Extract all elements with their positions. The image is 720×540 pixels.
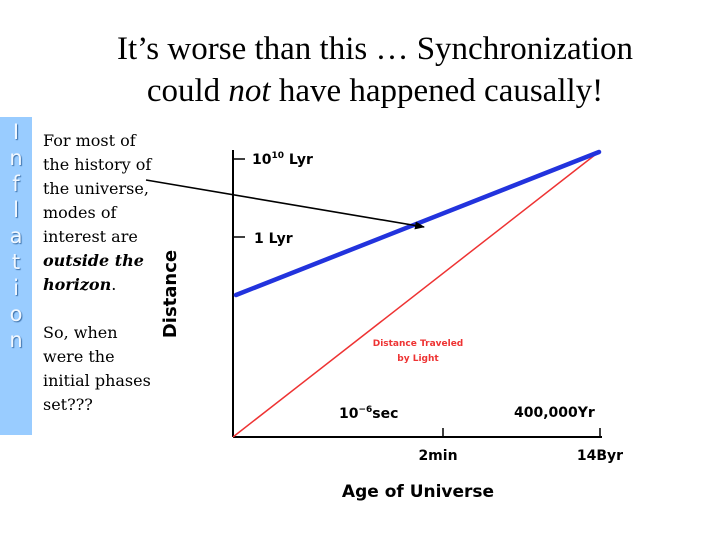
sidebar-letter: i <box>13 276 19 300</box>
paragraph-line: So, when <box>43 323 118 342</box>
title-text-a: could <box>146 73 229 109</box>
time-annotation-early: 10−6sec <box>339 405 398 422</box>
x-axis-label: Age of Universe <box>342 482 494 502</box>
y-axis-label: Distance <box>160 250 181 338</box>
paragraph-period: . <box>111 275 117 294</box>
sidebar-letter: a <box>9 224 23 248</box>
y-tick-label-top: 1010 Lyr <box>252 151 313 168</box>
light-curve-label-1: Distance Traveled <box>373 339 464 349</box>
sidebar-letter: f <box>12 172 20 196</box>
light-curve-label-2: by Light <box>397 354 439 364</box>
emphasis-word: horizon <box>43 275 112 294</box>
sidebar-letter: n <box>9 328 23 352</box>
paragraph-line: initial phases <box>43 371 151 390</box>
time-annotation-recombination: 400,000Yr <box>514 405 595 421</box>
paragraph-line: were the <box>43 347 115 366</box>
sidebar-letter: n <box>9 146 23 170</box>
title-line-1: It’s worse than this … Synchronization <box>116 31 633 67</box>
title-emphasis: not <box>228 73 271 109</box>
slide-title: It’s worse than this … Synchronization c… <box>40 28 710 112</box>
title-text-b: have happened causally! <box>270 73 604 109</box>
x-tick-label-2min: 2min <box>418 448 457 464</box>
paragraph-line: modes of <box>43 203 117 222</box>
inflation-sidebar: I n f l a t i o n <box>0 117 32 435</box>
title-line-2: could not have happened causally! <box>40 70 710 112</box>
mode-wavelength-line <box>233 149 602 298</box>
paragraph-line: set??? <box>43 395 93 414</box>
paragraph-line: the history of <box>43 155 152 174</box>
sidebar-letter: l <box>13 198 19 222</box>
paragraph-modes: For most of the history of the universe,… <box>43 129 173 297</box>
pointer-arrow <box>145 179 425 230</box>
x-tick-label-14byr: 14Byr <box>577 448 623 464</box>
sidebar-letter: o <box>9 302 23 326</box>
emphasis-line: outside the <box>43 251 144 270</box>
y-tick-label-mid: 1 Lyr <box>254 231 293 247</box>
sidebar-letter: I <box>12 120 20 144</box>
paragraph-question: So, when were the initial phases set??? <box>43 321 173 417</box>
sidebar-letter: t <box>11 250 21 274</box>
light-distance-line <box>232 150 601 438</box>
paragraph-line: horizon. <box>43 273 173 297</box>
paragraph-line: interest are <box>43 227 138 246</box>
paragraph-line: For most of <box>43 131 136 150</box>
paragraph-line: the universe, <box>43 179 149 198</box>
